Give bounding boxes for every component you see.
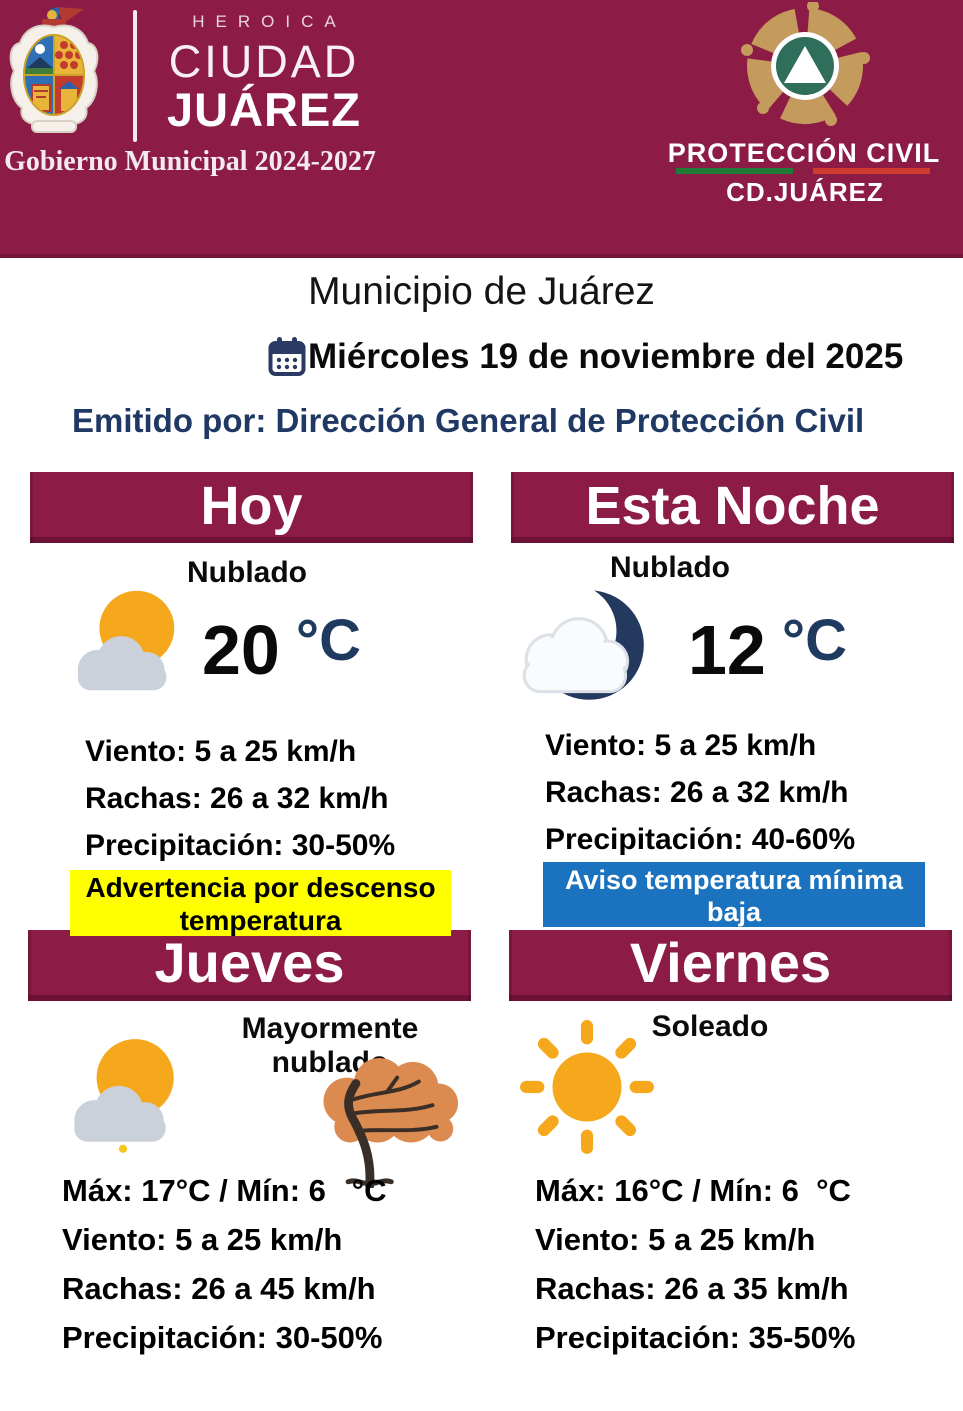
gobierno-municipal-label: Gobierno Municipal 2024-2027 bbox=[4, 146, 376, 177]
header-banner: HEROICA CIUDAD JUÁREZ Gobierno Municipal… bbox=[0, 0, 963, 258]
details-esta-noche: Viento: 5 a 25 km/h Rachas: 26 a 32 km/h… bbox=[545, 722, 855, 863]
panel-header-jueves: Jueves bbox=[28, 930, 471, 1001]
panel-header-hoy: Hoy bbox=[30, 472, 473, 543]
detail-line: Viento: 5 a 25 km/h bbox=[85, 735, 357, 768]
calendar-icon bbox=[268, 337, 306, 376]
header-divider bbox=[133, 10, 137, 142]
bulletin-date: Miércoles 19 de noviembre del 2025 bbox=[308, 336, 904, 376]
detail-line: Rachas: 26 a 45 km/h bbox=[62, 1271, 376, 1306]
heroica-label: HEROICA bbox=[192, 12, 347, 31]
details-hoy: Viento: 5 a 25 km/h Rachas: 26 a 32 km/h… bbox=[85, 728, 395, 869]
temperature-unit: °C bbox=[781, 608, 847, 673]
sun-behind-cloud-icon bbox=[74, 1039, 174, 1153]
detail-line: Viento: 5 a 25 km/h bbox=[62, 1222, 343, 1257]
date-row: Miércoles 19 de noviembre del 2025 bbox=[268, 336, 903, 377]
panel-header-viernes: Viernes bbox=[509, 930, 952, 1001]
temperature-esta-noche: 12 °C bbox=[688, 608, 847, 692]
page-title: Municipio de Juárez bbox=[308, 270, 655, 313]
mexico-flag-underline bbox=[676, 168, 930, 174]
details-viernes: Máx: 16°C / Mín: 6 °C Viento: 5 a 25 km/… bbox=[535, 1166, 855, 1362]
windy-tree-icon bbox=[323, 1057, 459, 1188]
juarez-label: JUÁREZ bbox=[166, 83, 362, 136]
moon-behind-cloud-icon bbox=[521, 583, 644, 700]
detail-line: Precipitación: 35-50% bbox=[535, 1320, 856, 1355]
temperature-unit: °C bbox=[295, 608, 361, 673]
proteccion-civil-logo bbox=[741, 2, 870, 126]
condition-esta-noche: Nublado bbox=[610, 551, 730, 584]
detail-line: Precipitación: 30-50% bbox=[62, 1320, 383, 1355]
alert-banner-blue: Aviso temperatura mínima baja bbox=[543, 862, 925, 927]
panel-header-esta-noche: Esta Noche bbox=[511, 472, 954, 543]
sun-icon bbox=[520, 1020, 654, 1154]
temperature-value: 20 bbox=[202, 611, 280, 689]
detail-line: Rachas: 26 a 35 km/h bbox=[535, 1271, 849, 1306]
temperature-hoy: 20 °C bbox=[202, 608, 361, 692]
proteccion-civil-label: PROTECCIÓN CIVIL bbox=[667, 138, 941, 168]
sun-behind-cloud-icon bbox=[77, 590, 175, 691]
alert-banner-yellow: Advertencia por descenso temperatura bbox=[70, 870, 451, 936]
detail-line: Máx: 17°C / Mín: 6 °C bbox=[62, 1173, 387, 1208]
detail-line: Precipitación: 40-60% bbox=[545, 823, 856, 856]
issued-by-label: Emitido por: Dirección General de Protec… bbox=[72, 402, 865, 439]
juarez-coat-of-arms bbox=[9, 7, 99, 133]
ciudad-label: CIUDAD bbox=[168, 36, 360, 87]
condition-viernes: Soleado bbox=[651, 1010, 769, 1043]
detail-line: Rachas: 26 a 32 km/h bbox=[85, 782, 389, 815]
detail-line: Viento: 5 a 25 km/h bbox=[535, 1222, 816, 1257]
detail-line: Precipitación: 30-50% bbox=[85, 829, 396, 862]
detail-line: Rachas: 26 a 32 km/h bbox=[545, 776, 849, 809]
cd-juarez-label: CD.JUÁREZ bbox=[726, 177, 884, 207]
details-jueves: Máx: 17°C / Mín: 6 °C Viento: 5 a 25 km/… bbox=[62, 1166, 387, 1362]
condition-hoy: Nublado bbox=[187, 556, 307, 589]
temperature-value: 12 bbox=[688, 611, 766, 689]
detail-line: Máx: 16°C / Mín: 6 °C bbox=[535, 1173, 851, 1208]
detail-line: Viento: 5 a 25 km/h bbox=[545, 729, 817, 762]
